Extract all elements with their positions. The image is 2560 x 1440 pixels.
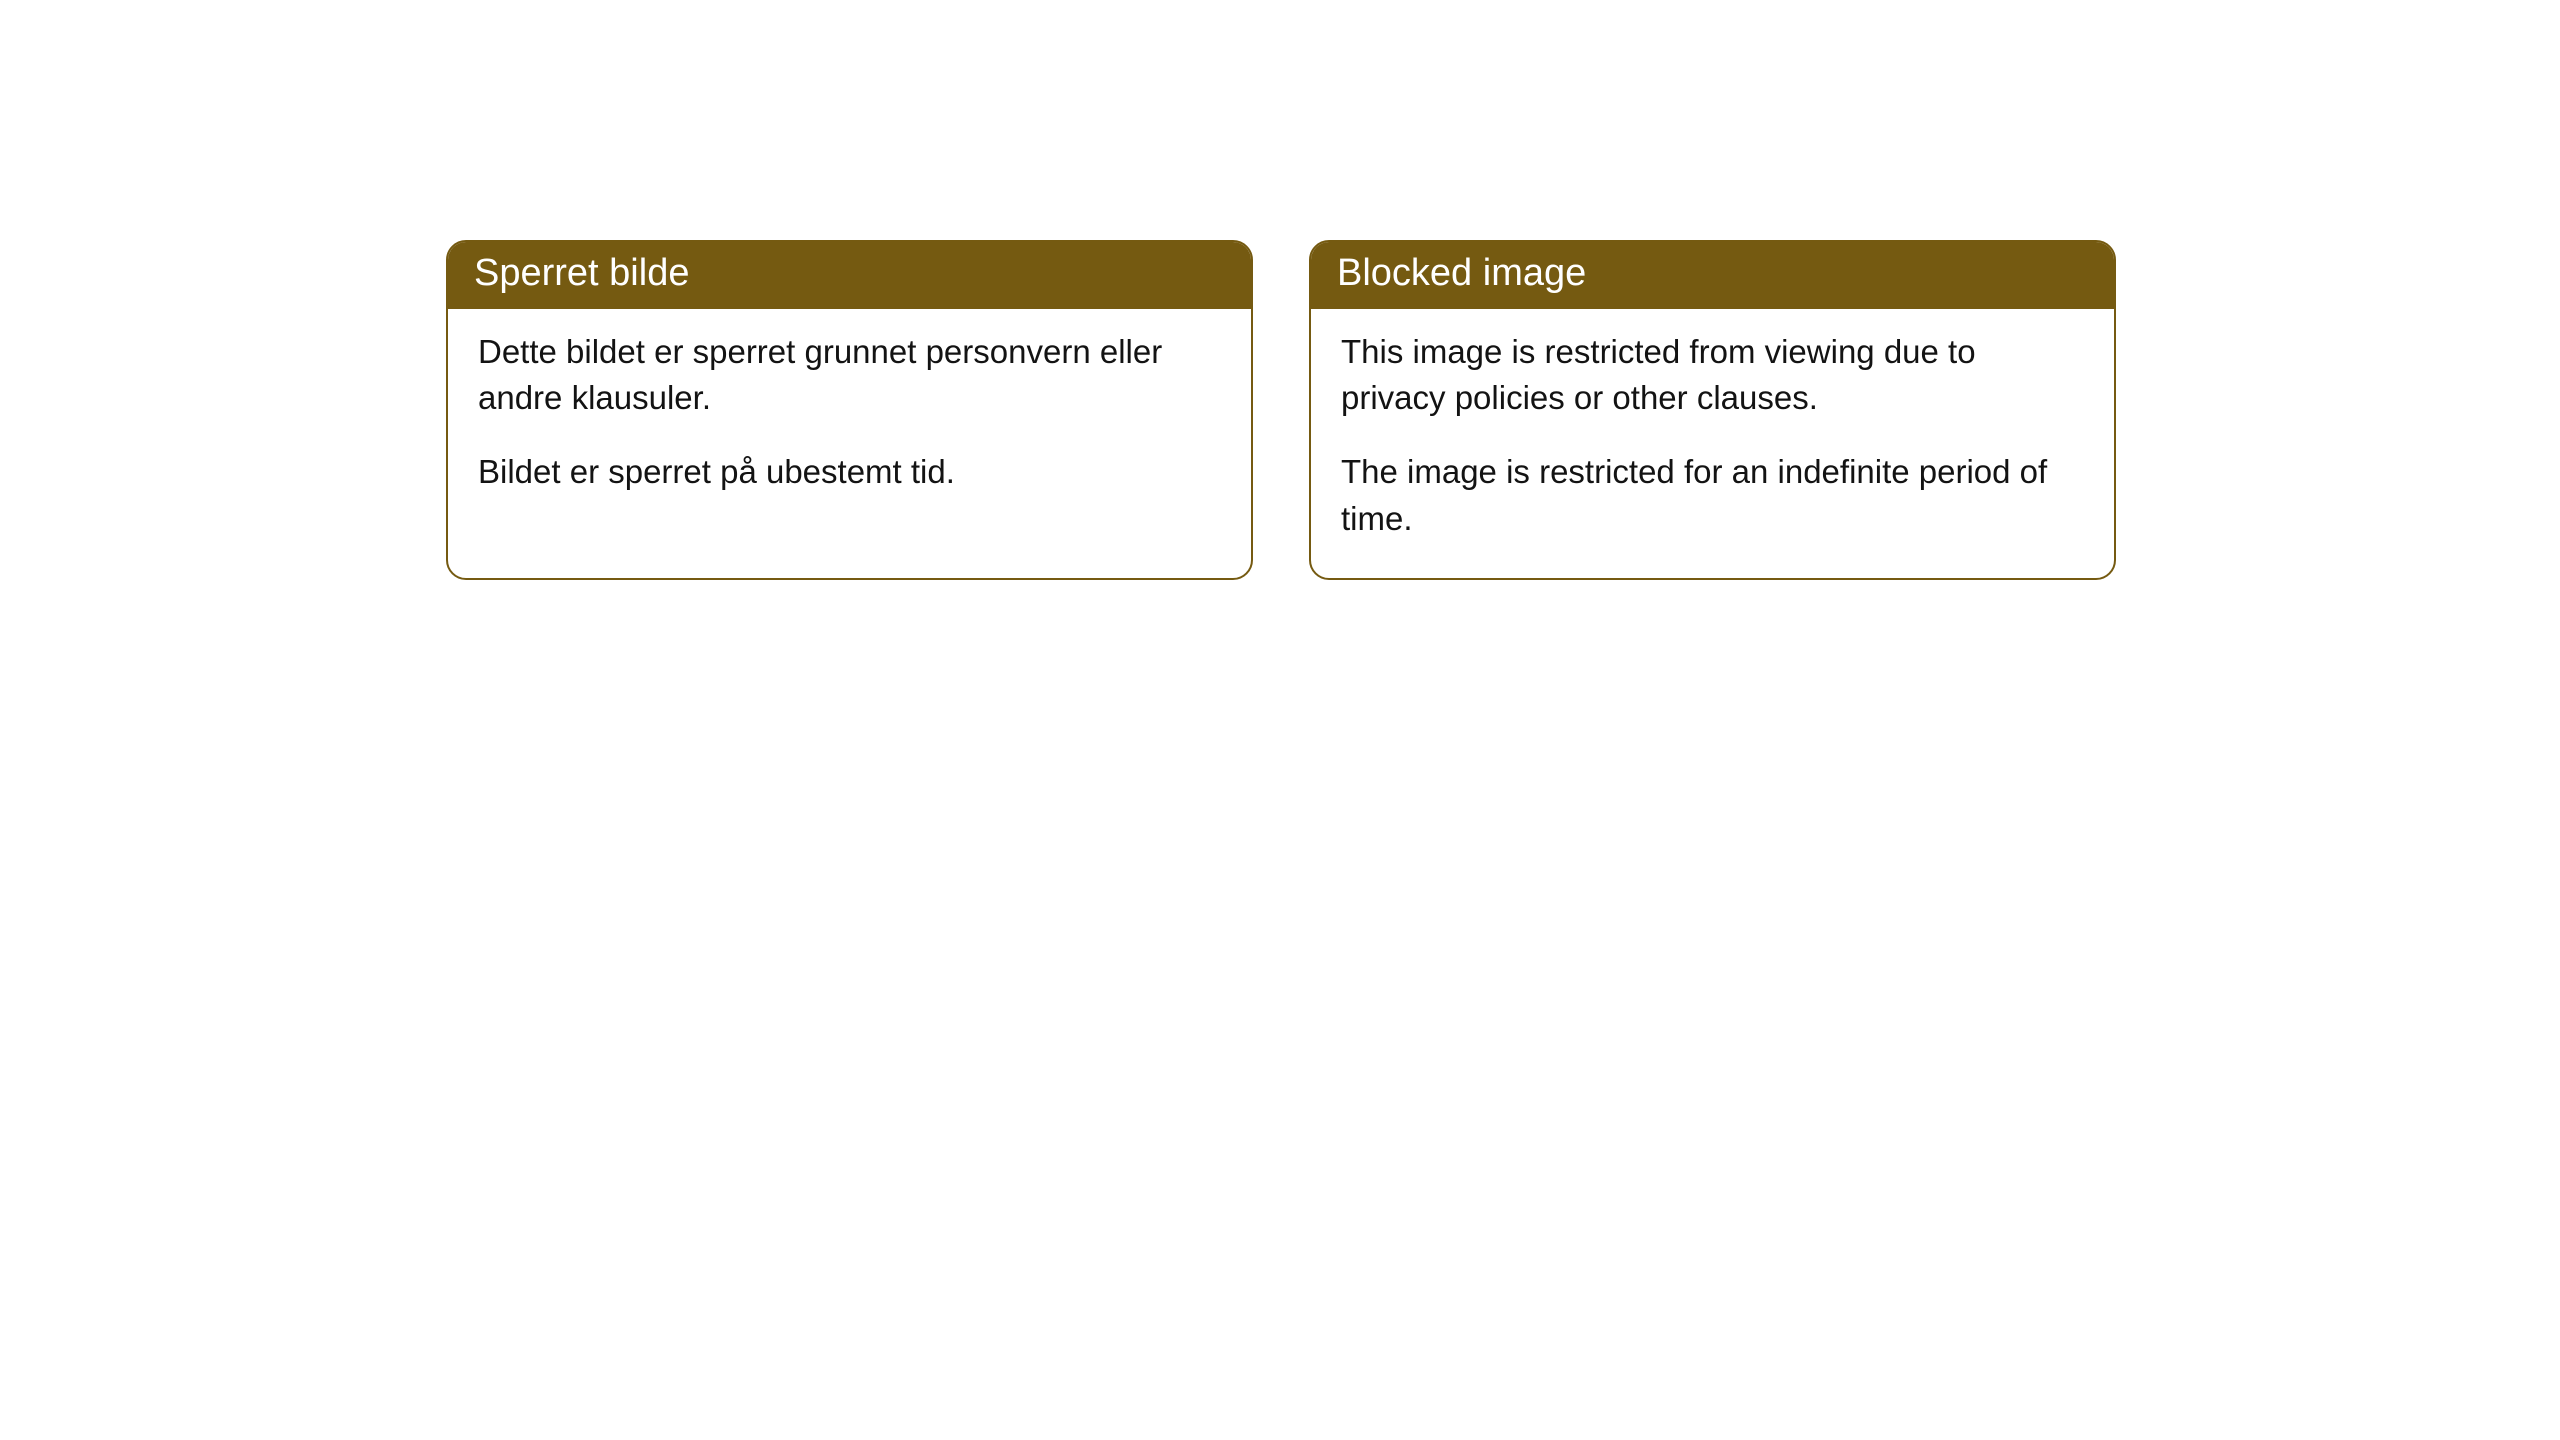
card-paragraph: Dette bildet er sperret grunnet personve… [478, 329, 1221, 421]
card-header: Sperret bilde [448, 242, 1251, 309]
blocked-image-card-no: Sperret bilde Dette bildet er sperret gr… [446, 240, 1253, 580]
card-header: Blocked image [1311, 242, 2114, 309]
card-body: This image is restricted from viewing du… [1311, 309, 2114, 578]
card-paragraph: The image is restricted for an indefinit… [1341, 449, 2084, 541]
card-container: Sperret bilde Dette bildet er sperret gr… [0, 0, 2560, 580]
blocked-image-card-en: Blocked image This image is restricted f… [1309, 240, 2116, 580]
card-paragraph: Bildet er sperret på ubestemt tid. [478, 449, 1221, 495]
card-paragraph: This image is restricted from viewing du… [1341, 329, 2084, 421]
card-body: Dette bildet er sperret grunnet personve… [448, 309, 1251, 532]
